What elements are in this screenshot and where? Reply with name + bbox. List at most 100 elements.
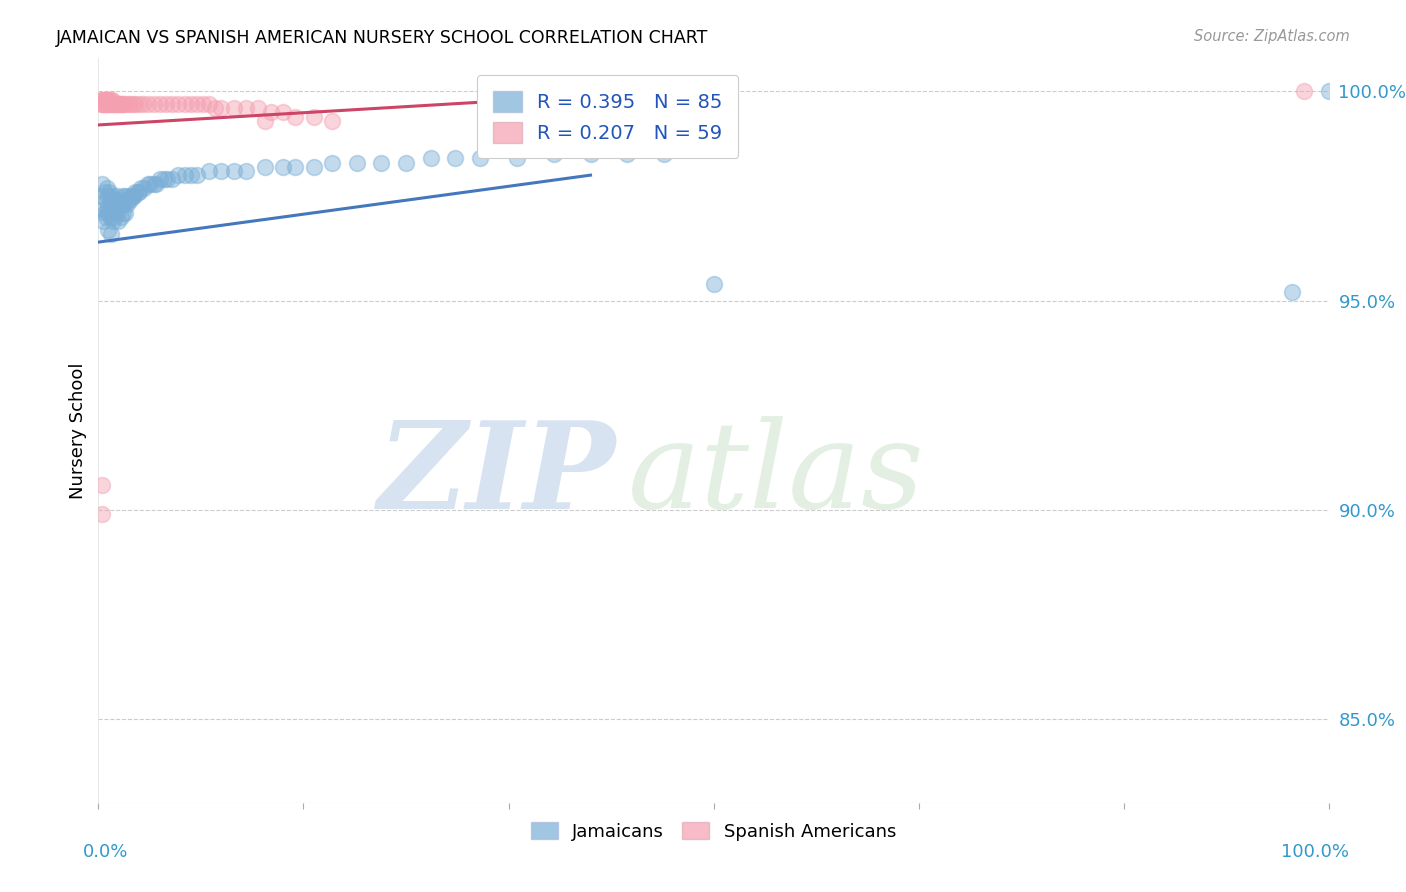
Point xyxy=(91,507,114,521)
Point xyxy=(97,93,120,107)
Point xyxy=(145,177,167,191)
Point xyxy=(271,105,294,120)
Point xyxy=(91,97,114,112)
Point xyxy=(101,97,124,112)
Point xyxy=(173,97,195,112)
Point xyxy=(652,147,676,161)
Point xyxy=(93,93,115,107)
Point xyxy=(253,160,276,174)
Point xyxy=(302,110,325,124)
Point xyxy=(104,97,127,112)
Point xyxy=(180,168,202,182)
Point xyxy=(93,97,115,112)
Point xyxy=(120,97,142,112)
Point xyxy=(100,193,122,207)
Point xyxy=(395,155,418,169)
Point xyxy=(198,164,221,178)
Point xyxy=(419,152,441,166)
Point xyxy=(103,193,125,207)
Point xyxy=(136,97,159,112)
Point xyxy=(167,97,190,112)
Point xyxy=(114,189,136,203)
Point xyxy=(101,206,124,220)
Point xyxy=(162,97,183,112)
Point xyxy=(124,185,146,199)
Point xyxy=(302,160,325,174)
Point xyxy=(100,93,122,107)
Point xyxy=(703,277,725,291)
Point xyxy=(112,189,135,203)
Point xyxy=(93,206,115,220)
Point xyxy=(284,160,307,174)
Point xyxy=(93,202,115,216)
Point xyxy=(1317,85,1340,99)
Point xyxy=(105,206,128,220)
Point xyxy=(211,164,233,178)
Point xyxy=(111,97,134,112)
Point xyxy=(444,152,467,166)
Point xyxy=(121,189,143,203)
Point xyxy=(112,97,135,112)
Point xyxy=(105,97,128,112)
Point xyxy=(93,97,115,112)
Point xyxy=(101,189,124,203)
Point xyxy=(91,477,114,491)
Point xyxy=(167,168,190,182)
Point xyxy=(97,189,120,203)
Point xyxy=(260,105,283,120)
Point xyxy=(104,202,127,216)
Point xyxy=(103,97,125,112)
Point xyxy=(100,97,122,112)
Point xyxy=(96,93,118,107)
Point xyxy=(142,97,165,112)
Point xyxy=(112,197,135,211)
Point xyxy=(103,197,125,211)
Point xyxy=(94,210,117,224)
Point xyxy=(90,97,112,112)
Point xyxy=(124,97,146,112)
Point xyxy=(118,189,141,203)
Point xyxy=(98,93,121,107)
Point xyxy=(103,210,125,224)
Point xyxy=(247,101,270,115)
Point xyxy=(139,177,162,191)
Point xyxy=(94,193,117,207)
Point xyxy=(111,197,134,211)
Text: atlas: atlas xyxy=(627,417,924,533)
Point xyxy=(186,97,208,112)
Point xyxy=(253,113,276,128)
Text: 0.0%: 0.0% xyxy=(83,843,128,861)
Point xyxy=(235,164,257,178)
Point xyxy=(211,101,233,115)
Point xyxy=(128,185,150,199)
Point xyxy=(506,152,529,166)
Point xyxy=(222,164,245,178)
Point xyxy=(222,101,245,115)
Point xyxy=(321,155,343,169)
Point xyxy=(321,113,343,128)
Point xyxy=(98,185,121,199)
Point xyxy=(136,177,159,191)
Point xyxy=(152,172,174,186)
Point xyxy=(132,180,155,194)
Point xyxy=(204,101,226,115)
Point xyxy=(186,168,208,182)
Text: 100.0%: 100.0% xyxy=(1281,843,1348,861)
Point xyxy=(107,214,129,228)
Point xyxy=(93,185,115,199)
Point xyxy=(98,202,121,216)
Point xyxy=(110,193,132,207)
Point xyxy=(98,97,121,112)
Point xyxy=(96,180,118,194)
Point xyxy=(122,189,145,203)
Point xyxy=(114,97,136,112)
Point xyxy=(112,206,135,220)
Point xyxy=(127,185,149,199)
Point xyxy=(155,97,177,112)
Y-axis label: Nursery School: Nursery School xyxy=(69,362,87,499)
Point xyxy=(180,97,202,112)
Point xyxy=(616,147,638,161)
Point xyxy=(468,152,491,166)
Point xyxy=(108,197,131,211)
Text: ZIP: ZIP xyxy=(377,416,616,534)
